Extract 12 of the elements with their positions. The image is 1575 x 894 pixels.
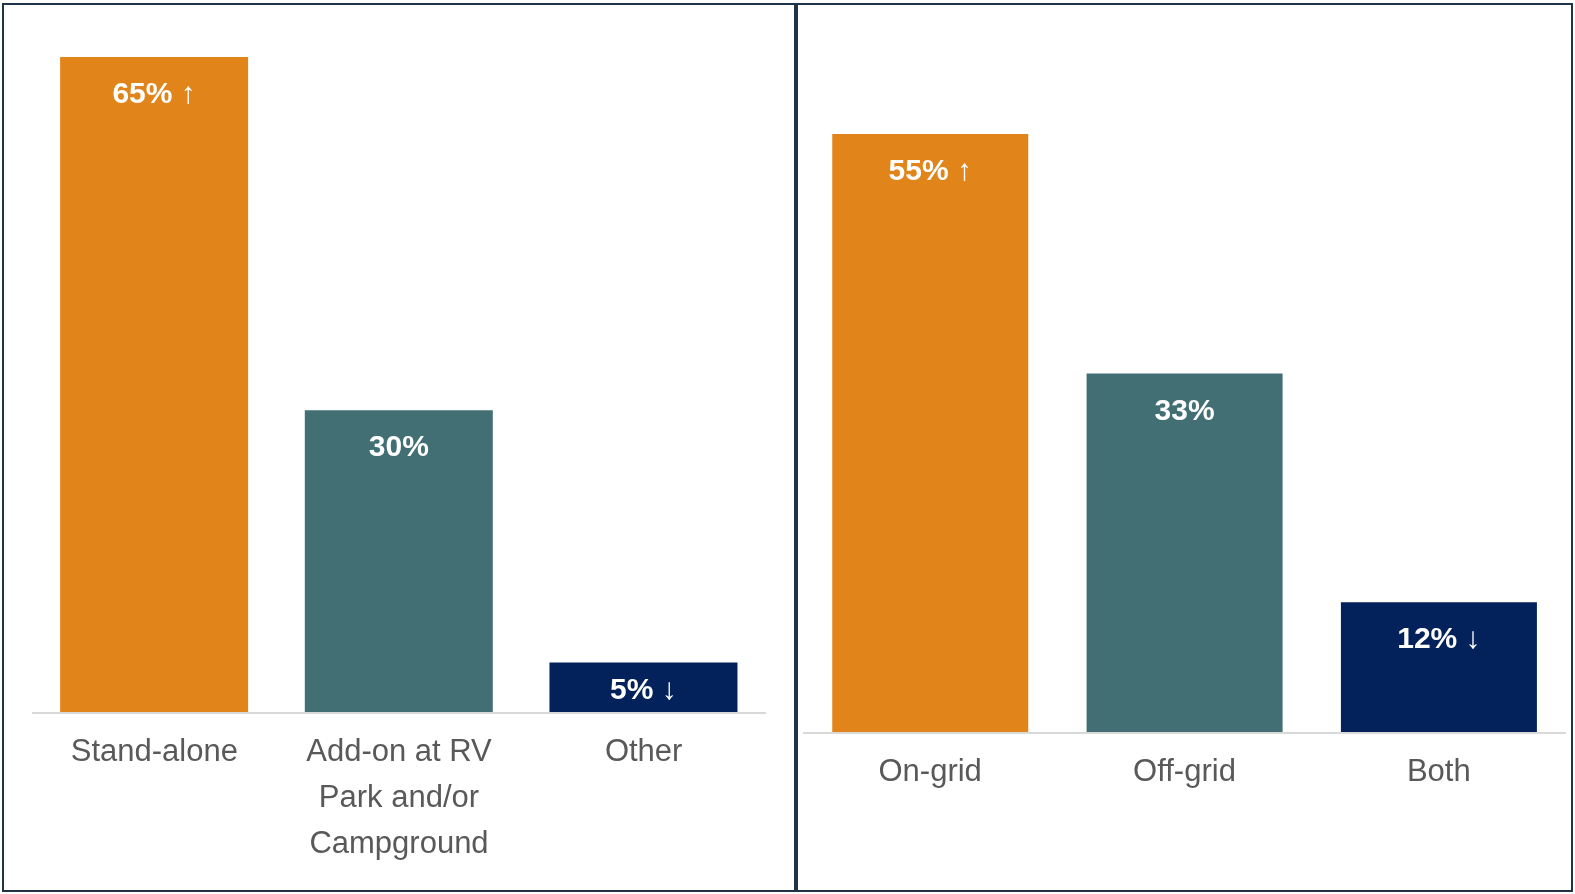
data-label: 55% ↑ — [888, 153, 972, 186]
x-tick-label: Other — [604, 733, 683, 768]
data-label: 5% ↓ — [610, 671, 677, 705]
data-label: 12% ↓ — [1397, 621, 1481, 655]
data-label: 30% — [368, 429, 429, 463]
data-label: 65% ↑ — [112, 76, 196, 109]
data-label: 33% — [1154, 392, 1215, 426]
x-tick-label: Both — [1406, 753, 1471, 788]
x-tick-label: Add-on at RV Park and/or Campground — [306, 733, 493, 860]
x-tick-label: Off-grid — [1133, 753, 1236, 788]
x-tick-label: Stand-alone — [70, 733, 238, 768]
x-tick-label: On-grid — [878, 753, 982, 788]
